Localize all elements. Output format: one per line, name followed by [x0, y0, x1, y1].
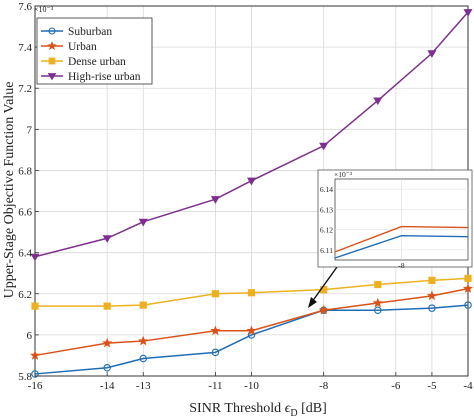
data-point-dense-urban	[428, 276, 436, 285]
data-point-suburban	[211, 348, 220, 357]
legend-marker-high-rise-urban	[47, 73, 57, 81]
x-axis-title-unit: [dB]	[298, 401, 327, 416]
x-tick-label: -5	[427, 380, 437, 392]
y-tick-label: 7	[27, 124, 33, 136]
y-tick-label: 7.4	[18, 42, 32, 54]
y-tick-label: 7.2	[18, 83, 32, 95]
y-tick-label: 6.8	[18, 165, 32, 177]
inset-tick-labels: 6.11 6.12 6.13 6.14 -8	[320, 185, 405, 270]
inset-y-tick-label: 6.13	[320, 205, 333, 214]
legend-label-urban: Urban	[68, 41, 97, 53]
legend-label-dense-urban: Dense urban	[68, 56, 126, 68]
data-point-urban	[462, 283, 474, 293]
data-point-dense-urban	[139, 301, 147, 309]
data-point-suburban	[464, 301, 472, 309]
data-point-dense-urban	[211, 290, 220, 298]
data-point-high-rise-urban	[427, 50, 437, 58]
data-point-urban	[102, 337, 113, 348]
inset-pointer-arrowhead	[308, 297, 317, 308]
zoom-inset: 6.11 6.12 6.13 6.14 -8 ×10⁻³	[317, 169, 473, 270]
inset-background	[317, 169, 473, 268]
data-point-high-rise-urban	[30, 253, 40, 262]
data-point-urban	[318, 304, 329, 315]
x-tick-label: -14	[100, 380, 115, 392]
x-axis-title-main: SINR Threshold	[189, 401, 284, 416]
data-point-dense-urban	[247, 289, 256, 297]
data-point-high-rise-urban	[102, 235, 112, 243]
inset-grid-lines	[335, 179, 468, 260]
x-axis-title-subscript: D	[290, 408, 297, 419]
data-point-urban	[29, 350, 41, 360]
x-axis-title-symbol: ϵ	[285, 401, 292, 416]
y-tick-label: 6.6	[18, 207, 32, 219]
data-point-suburban	[374, 306, 382, 314]
y-tick-label: 7.6	[18, 1, 32, 13]
data-point-dense-urban	[103, 302, 111, 310]
y-axis-title: Upper-Stage Objective Function Value	[2, 82, 17, 299]
data-point-high-rise-urban	[319, 142, 329, 151]
y-multiplier: ×10⁻³	[34, 5, 54, 14]
inset-series-line-suburban	[334, 234, 469, 259]
data-point-suburban	[103, 364, 111, 372]
data-point-high-rise-urban	[138, 218, 148, 227]
tick-labels: 5.8 6 6.2 6.4 6.6 6.8 7 7.2 7.4 7.6 -16 -14 -13 -11 -1…	[18, 1, 473, 392]
data-point-dense-urban	[31, 302, 39, 310]
x-tick-label: -8	[319, 380, 329, 392]
data-point-urban	[210, 325, 221, 336]
x-tick-label: -6	[391, 380, 401, 392]
inset-series-line-urban	[334, 225, 469, 253]
data-point-dense-urban	[374, 280, 382, 289]
x-axis-title: SINR Threshold ϵD [dB]	[189, 401, 326, 419]
legend-box	[36, 17, 153, 85]
y-tick-label: 6.2	[18, 289, 32, 301]
legend-marker-suburban	[48, 27, 56, 35]
inset-y-multiplier: ×10⁻³	[334, 170, 353, 179]
data-point-high-rise-urban	[463, 9, 473, 17]
legend-label-suburban: Suburban	[68, 26, 112, 38]
inset-y-tick-label: 6.12	[320, 226, 333, 235]
y-tick-label: 6.4	[18, 248, 32, 260]
legend-marker-dense-urban	[48, 57, 56, 65]
legend-label-high-rise-urban: High-rise urban	[68, 71, 141, 83]
x-tick-label: -4	[463, 380, 473, 392]
data-point-suburban	[31, 370, 39, 378]
x-tick-label: -16	[28, 380, 43, 392]
data-point-urban	[138, 335, 149, 346]
data-point-urban	[246, 325, 257, 336]
data-point-dense-urban	[464, 274, 472, 282]
data-point-urban	[426, 290, 437, 301]
x-tick-label: -10	[244, 380, 259, 392]
inset-y-tick-label: 6.11	[320, 246, 333, 255]
legend-marker-urban	[47, 40, 57, 51]
x-tick-label: -13	[136, 380, 151, 392]
data-point-high-rise-urban	[210, 196, 220, 204]
data-point-high-rise-urban	[246, 177, 257, 186]
data-point-urban	[372, 297, 383, 308]
data-point-high-rise-urban	[373, 97, 383, 106]
series-line-suburban	[34, 304, 469, 375]
x-tick-label: -11	[208, 380, 222, 392]
data-point-suburban	[139, 354, 148, 363]
inset-x-tick-label: -8	[398, 261, 404, 270]
legend: Suburban Urban Dense urban High-rise urban	[36, 17, 153, 85]
inset-series-layer	[334, 225, 469, 259]
data-point-suburban	[428, 304, 436, 312]
y-tick-label: 6	[27, 330, 33, 342]
series-layer	[29, 9, 474, 378]
y-tick-label: 5.8	[18, 371, 32, 383]
inset-y-tick-label: 6.14	[320, 185, 333, 194]
